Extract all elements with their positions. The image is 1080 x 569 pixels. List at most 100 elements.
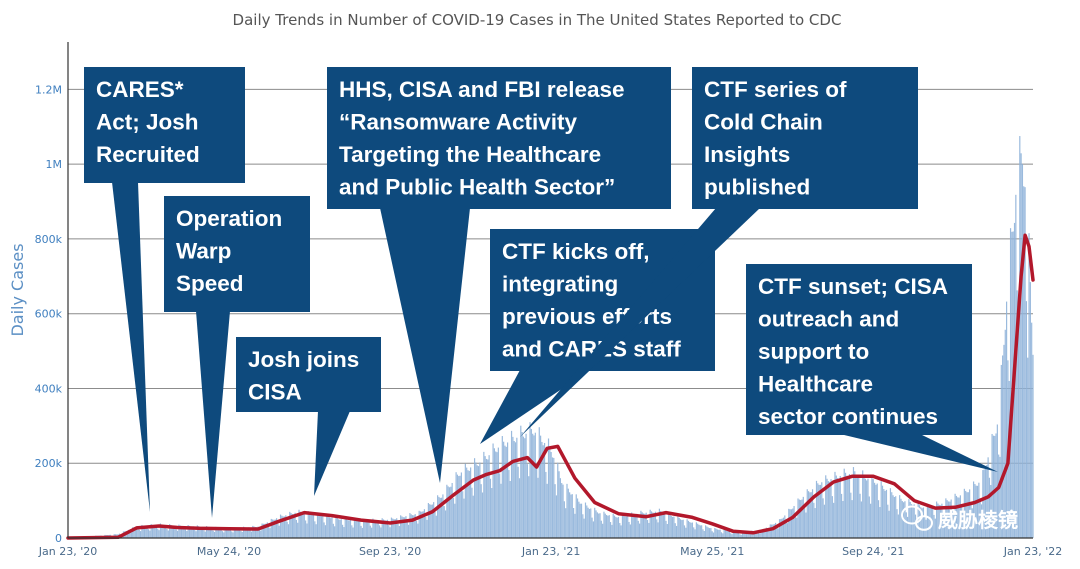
daily-case-bar bbox=[872, 479, 874, 538]
daily-case-bar bbox=[823, 504, 826, 538]
daily-case-bar bbox=[384, 520, 386, 538]
daily-case-bar bbox=[345, 519, 348, 538]
daily-case-bar bbox=[167, 530, 169, 538]
daily-case-bar bbox=[873, 482, 876, 538]
daily-case-bar bbox=[266, 522, 268, 538]
daily-case-bar bbox=[654, 511, 657, 538]
daily-case-bar bbox=[299, 511, 301, 538]
daily-case-bar bbox=[454, 503, 456, 538]
daily-case-bar bbox=[612, 513, 614, 538]
daily-case-bar bbox=[157, 528, 159, 538]
daily-case-bar bbox=[617, 517, 620, 538]
daily-case-bar bbox=[188, 525, 191, 538]
daily-case-bar bbox=[670, 516, 672, 538]
daily-case-bar bbox=[632, 513, 634, 538]
daily-case-bar bbox=[198, 526, 200, 538]
daily-case-bar bbox=[847, 476, 849, 538]
daily-case-bar bbox=[361, 527, 363, 538]
daily-case-bar bbox=[533, 435, 535, 538]
daily-case-bar bbox=[1000, 364, 1002, 538]
daily-case-bar bbox=[176, 530, 179, 538]
daily-case-bar bbox=[588, 508, 591, 538]
daily-case-bar bbox=[995, 433, 997, 538]
daily-case-bar bbox=[941, 503, 943, 538]
daily-case-bar bbox=[291, 513, 294, 538]
daily-case-bar bbox=[982, 470, 984, 538]
daily-case-bar bbox=[315, 524, 317, 538]
daily-case-bar bbox=[984, 468, 987, 538]
daily-case-bar bbox=[310, 514, 312, 538]
daily-case-bar bbox=[1019, 136, 1021, 538]
daily-case-bar bbox=[132, 527, 134, 538]
daily-case-bar bbox=[888, 510, 890, 538]
daily-case-bar bbox=[979, 498, 981, 538]
daily-case-bar bbox=[730, 533, 732, 538]
daily-case-bar bbox=[155, 524, 158, 538]
daily-case-bar bbox=[1009, 228, 1012, 538]
daily-case-bar bbox=[481, 492, 484, 538]
daily-case-bar bbox=[179, 525, 181, 538]
daily-case-bar bbox=[369, 525, 371, 538]
daily-case-bar bbox=[479, 462, 481, 538]
daily-case-bar bbox=[678, 517, 680, 538]
daily-case-bar bbox=[996, 424, 998, 538]
daily-case-bar bbox=[732, 531, 734, 538]
daily-case-bar bbox=[723, 529, 725, 538]
daily-case-bar bbox=[806, 489, 808, 538]
daily-case-bar bbox=[413, 515, 415, 538]
daily-case-bar bbox=[149, 530, 151, 538]
daily-case-bar bbox=[128, 529, 130, 538]
daily-case-bar bbox=[249, 530, 251, 538]
daily-case-bar bbox=[884, 490, 886, 538]
daily-case-bar bbox=[728, 531, 730, 538]
daily-case-bar bbox=[866, 480, 868, 538]
daily-case-bar bbox=[458, 476, 460, 538]
daily-case-bar bbox=[802, 496, 804, 538]
daily-case-bar bbox=[641, 512, 643, 538]
daily-case-bar bbox=[606, 515, 608, 538]
daily-case-bar bbox=[283, 516, 286, 538]
daily-case-bar bbox=[401, 516, 403, 538]
daily-case-bar bbox=[881, 485, 884, 538]
callout-box bbox=[692, 67, 918, 209]
daily-case-bar bbox=[368, 520, 370, 538]
daily-case-bar bbox=[460, 472, 462, 538]
daily-case-bar bbox=[190, 526, 192, 538]
daily-case-bar bbox=[297, 522, 299, 538]
daily-case-bar bbox=[957, 497, 959, 538]
daily-case-bar bbox=[497, 447, 499, 538]
daily-case-bar bbox=[233, 527, 235, 538]
daily-case-bar bbox=[209, 527, 212, 538]
daily-case-bar bbox=[359, 520, 361, 538]
daily-case-bar bbox=[545, 471, 547, 538]
daily-case-bar bbox=[491, 488, 493, 538]
daily-case-bar bbox=[673, 516, 675, 538]
daily-case-bar bbox=[493, 448, 495, 538]
x-tick-label: May 25, '21 bbox=[680, 545, 744, 558]
daily-case-bar bbox=[942, 513, 944, 538]
daily-case-bar bbox=[980, 504, 983, 538]
daily-cases-bars bbox=[68, 136, 1034, 539]
daily-case-bar bbox=[859, 493, 861, 538]
daily-case-bar bbox=[777, 528, 779, 538]
daily-case-bar bbox=[807, 491, 810, 538]
daily-case-bar bbox=[595, 510, 597, 538]
daily-case-bar bbox=[831, 496, 833, 538]
daily-case-bar bbox=[256, 527, 258, 538]
daily-case-bar bbox=[590, 508, 592, 538]
daily-case-bar bbox=[240, 530, 242, 538]
daily-case-bar bbox=[946, 500, 948, 538]
daily-case-bar bbox=[782, 517, 785, 538]
daily-case-bar bbox=[627, 515, 629, 538]
daily-case-bar bbox=[536, 464, 538, 538]
daily-case-bar bbox=[574, 513, 576, 538]
daily-case-bar bbox=[809, 492, 811, 538]
daily-case-bar bbox=[450, 486, 452, 538]
daily-case-bar bbox=[860, 501, 862, 538]
daily-case-bar bbox=[434, 511, 436, 538]
daily-case-bar bbox=[623, 515, 625, 538]
daily-case-bar bbox=[182, 526, 184, 538]
daily-case-bar bbox=[260, 530, 262, 538]
daily-case-bar bbox=[776, 526, 778, 538]
daily-case-bar bbox=[771, 524, 773, 538]
